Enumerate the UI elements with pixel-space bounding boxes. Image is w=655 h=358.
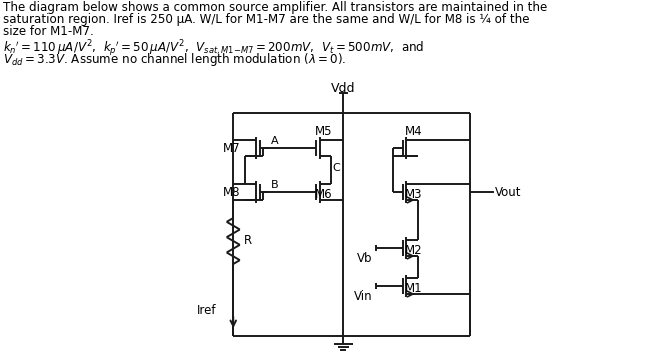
Text: M6: M6 bbox=[315, 188, 332, 200]
Text: A: A bbox=[271, 136, 278, 146]
Text: R: R bbox=[244, 234, 252, 247]
Text: B: B bbox=[271, 180, 278, 190]
Text: C: C bbox=[332, 163, 340, 173]
Text: Vdd: Vdd bbox=[331, 82, 356, 95]
Text: M7: M7 bbox=[223, 141, 240, 155]
Text: Vout: Vout bbox=[495, 185, 521, 198]
Text: M2: M2 bbox=[405, 243, 422, 256]
Text: Vin: Vin bbox=[354, 290, 372, 303]
Text: size for M1-M7.: size for M1-M7. bbox=[3, 25, 94, 38]
Text: Vb: Vb bbox=[357, 252, 373, 265]
Text: M5: M5 bbox=[315, 125, 332, 137]
Text: Iref: Iref bbox=[196, 304, 216, 316]
Text: $k_n{}'=110\,\mu A/V^2$,  $k_p{}'=50\,\mu A/V^2$,  $V_{sat,M1\mathrm{-}M7}=200mV: $k_n{}'=110\,\mu A/V^2$, $k_p{}'=50\,\mu… bbox=[3, 38, 424, 59]
Text: saturation region. Iref is 250 μA. W/L for M1-M7 are the same and W/L for M8 is : saturation region. Iref is 250 μA. W/L f… bbox=[3, 13, 529, 26]
Text: M4: M4 bbox=[405, 125, 422, 137]
Text: M3: M3 bbox=[405, 188, 422, 200]
Text: M1: M1 bbox=[405, 281, 422, 295]
Text: The diagram below shows a common source amplifier. All transistors are maintaine: The diagram below shows a common source … bbox=[3, 1, 547, 14]
Text: M8: M8 bbox=[223, 185, 240, 198]
Text: $V_{dd}=3.3V$. Assume no channel length modulation ($\lambda=0$).: $V_{dd}=3.3V$. Assume no channel length … bbox=[3, 51, 346, 68]
